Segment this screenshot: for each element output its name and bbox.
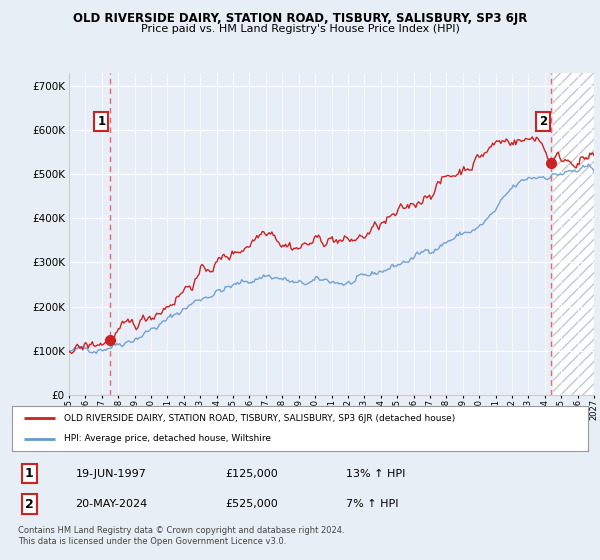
Text: HPI: Average price, detached house, Wiltshire: HPI: Average price, detached house, Wilt… <box>64 434 271 443</box>
Text: 1: 1 <box>97 115 106 128</box>
Text: OLD RIVERSIDE DAIRY, STATION ROAD, TISBURY, SALISBURY, SP3 6JR: OLD RIVERSIDE DAIRY, STATION ROAD, TISBU… <box>73 12 527 25</box>
Text: 7% ↑ HPI: 7% ↑ HPI <box>346 499 398 509</box>
Text: 2: 2 <box>25 498 34 511</box>
Text: 20-MAY-2024: 20-MAY-2024 <box>76 499 148 509</box>
Text: Price paid vs. HM Land Registry's House Price Index (HPI): Price paid vs. HM Land Registry's House … <box>140 24 460 34</box>
Polygon shape <box>553 73 594 395</box>
Text: £125,000: £125,000 <box>225 469 278 479</box>
Text: 19-JUN-1997: 19-JUN-1997 <box>76 469 146 479</box>
Text: Contains HM Land Registry data © Crown copyright and database right 2024.
This d: Contains HM Land Registry data © Crown c… <box>18 526 344 546</box>
Text: OLD RIVERSIDE DAIRY, STATION ROAD, TISBURY, SALISBURY, SP3 6JR (detached house): OLD RIVERSIDE DAIRY, STATION ROAD, TISBU… <box>64 414 455 423</box>
Text: 2: 2 <box>539 115 547 128</box>
Text: 13% ↑ HPI: 13% ↑ HPI <box>346 469 406 479</box>
Text: 1: 1 <box>25 467 34 480</box>
Text: £525,000: £525,000 <box>225 499 278 509</box>
